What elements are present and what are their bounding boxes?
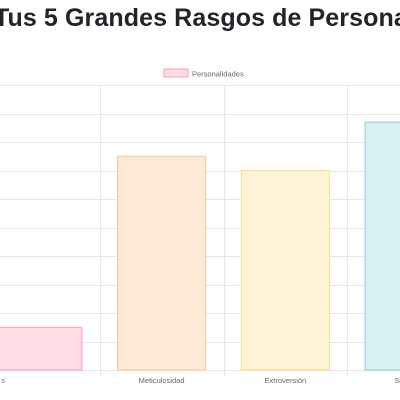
bar-3[interactable] bbox=[240, 170, 330, 371]
chart-legend[interactable]: Personalidades bbox=[163, 68, 244, 79]
bar-2[interactable] bbox=[117, 155, 207, 371]
bar-4[interactable] bbox=[364, 121, 400, 371]
x-axis-ticks: s Meticulosidad Extroversión Simpatía bbox=[1, 376, 400, 385]
x-tick-label: Meticulosidad bbox=[139, 376, 185, 385]
legend-label[interactable]: Personalidades bbox=[192, 70, 244, 79]
legend-swatch[interactable] bbox=[163, 68, 189, 78]
bar-1[interactable] bbox=[0, 326, 83, 371]
page-title: Tus 5 Grandes Rasgos de Personalidad bbox=[0, 4, 400, 32]
x-tick-label: Extroversión bbox=[265, 376, 307, 385]
x-tick-label: Simpatía bbox=[394, 376, 400, 385]
x-tick-label: s bbox=[1, 376, 5, 385]
bar-series bbox=[0, 121, 400, 371]
